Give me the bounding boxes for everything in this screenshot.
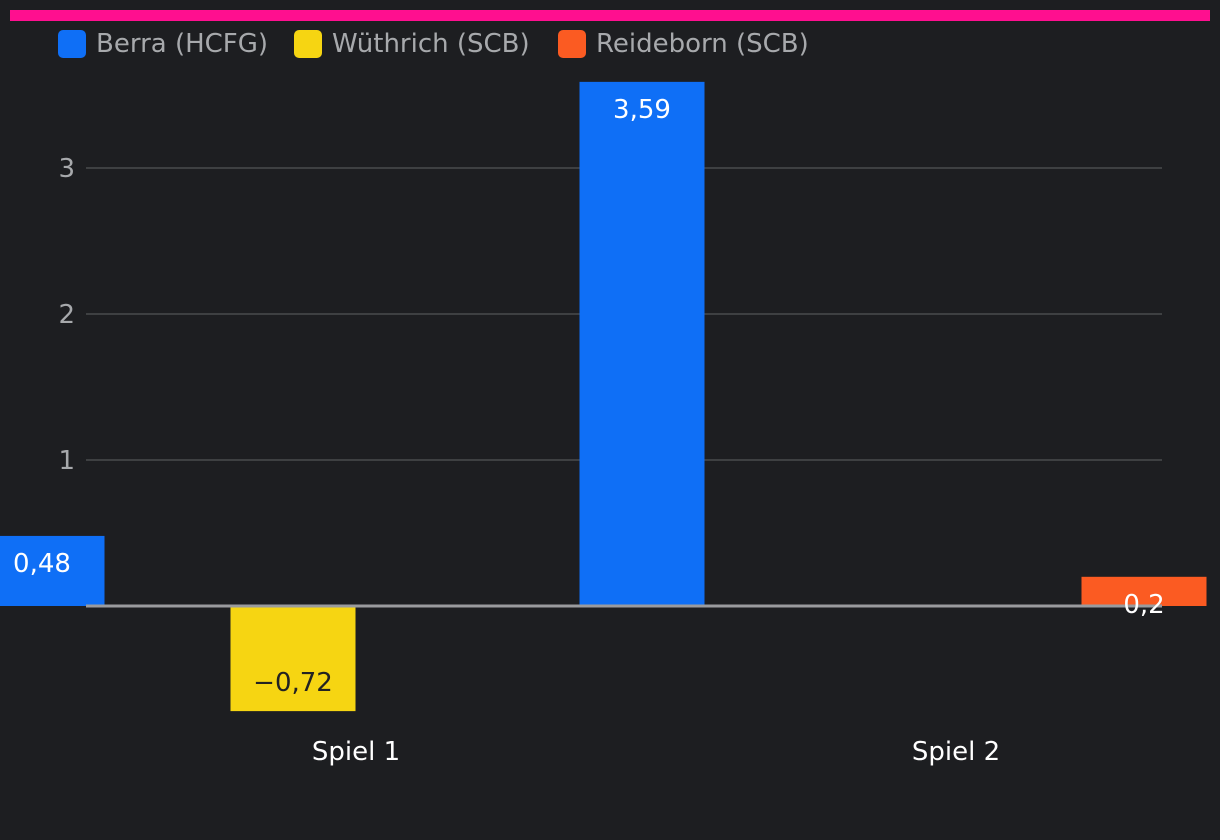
bar-berra-hcfg-spiel-1 [0, 535, 105, 606]
x-axis: Spiel 1 Spiel 2 [86, 604, 1162, 767]
bar-reideborn-scb-spiel-2 [1081, 576, 1207, 606]
data-label-w-thrich-scb-spiel-1: −0,72 [253, 668, 333, 698]
bar-w-thrich-scb-spiel-1 [230, 606, 356, 712]
bars [0, 81, 1207, 712]
y-tick-label-3: 3 [58, 154, 75, 184]
legend-swatch-w-thrich-scb [294, 30, 322, 58]
legend-swatch-berra-hcfg [58, 30, 86, 58]
legend-label-berra-hcfg: Berra (HCFG) [96, 29, 268, 59]
data-labels: 0,48 3,59 −0,72 0,2 [13, 95, 1165, 698]
data-label-reideborn-scb-spiel-2: 0,2 [1123, 590, 1164, 620]
data-label-berra-hcfg-spiel-1: 0,48 [13, 549, 71, 579]
legend-swatch-reideborn-scb [558, 30, 586, 58]
accent-bar [10, 10, 1210, 21]
legend-label-w-thrich-scb: Wüthrich (SCB) [332, 29, 530, 59]
legend: Berra (HCFG) Wüthrich (SCB) Reideborn (SCB… [58, 29, 809, 59]
data-label-berra-hcfg-spiel-2: 3,59 [613, 95, 671, 125]
y-tick-label-2: 2 [58, 300, 75, 330]
legend-label-reideborn-scb: Reideborn (SCB) [596, 29, 809, 59]
x-tick-label-spiel-1: Spiel 1 [312, 737, 400, 767]
bar-berra-hcfg-spiel-2 [579, 81, 705, 607]
y-tick-label-1: 1 [58, 446, 75, 476]
x-tick-label-spiel-2: Spiel 2 [912, 737, 1000, 767]
